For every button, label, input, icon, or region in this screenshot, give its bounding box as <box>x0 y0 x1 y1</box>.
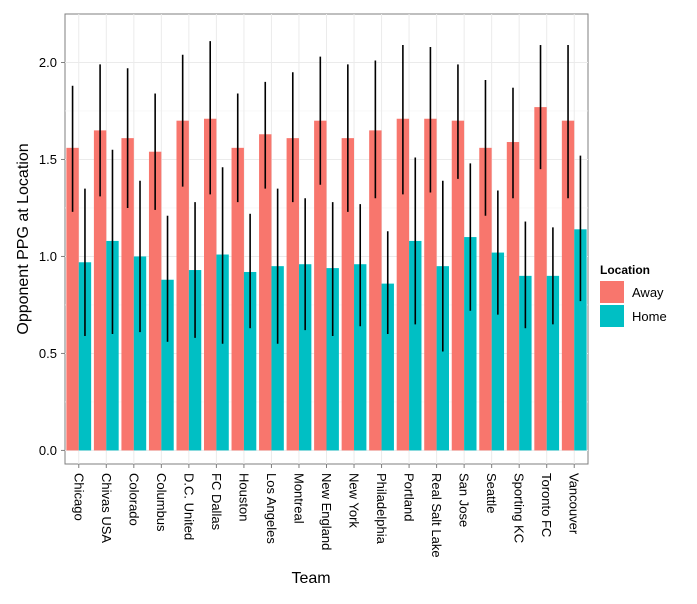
bar-away <box>369 130 382 451</box>
x-tick-label: Montreal <box>291 473 306 524</box>
bar-away <box>176 120 189 451</box>
x-tick-label: FC Dallas <box>209 473 224 531</box>
bar-away <box>204 118 217 451</box>
legend-label-home: Home <box>632 309 667 324</box>
error-bars <box>71 41 582 352</box>
bar-away <box>286 138 299 451</box>
y-tick-label: 1.5 <box>39 152 57 167</box>
legend-label-away: Away <box>632 285 664 300</box>
bar-home <box>216 254 229 451</box>
bar-home <box>161 279 174 451</box>
x-tick-label: Chivas USA <box>99 473 114 543</box>
bar-home <box>271 266 284 451</box>
bar-away <box>66 147 79 451</box>
bar-away <box>231 147 244 451</box>
bar-away <box>479 147 492 451</box>
bar-away <box>451 120 465 451</box>
bar-home <box>188 270 202 451</box>
bar-home <box>326 268 339 451</box>
legend-key-home <box>600 305 624 327</box>
bar-home <box>354 264 367 451</box>
bar-home <box>381 283 394 451</box>
y-tick-label: 2.0 <box>39 55 57 70</box>
bar-away <box>259 134 272 451</box>
bar-home <box>298 264 312 451</box>
x-tick-label: San Jose <box>457 473 472 527</box>
x-tick-label: Portland <box>402 473 417 521</box>
x-tick-label: Toronto FC <box>539 473 554 537</box>
bar-home <box>133 256 147 451</box>
x-tick-label: New England <box>319 473 334 550</box>
bar-home <box>546 275 560 451</box>
bar-home <box>78 262 92 451</box>
axes: 0.0 0.5 1.0 1.5 2.0 Chicago Chivas USA Colorado… <box>39 55 582 558</box>
bar-home <box>106 240 119 451</box>
x-tick-label: D.C. United <box>181 473 196 540</box>
x-tick-label: Sporting KC <box>512 473 527 543</box>
legend-title: Location <box>600 263 650 277</box>
bar-away <box>396 118 410 451</box>
bar-home <box>491 252 505 451</box>
bar-away <box>424 118 437 451</box>
x-tick-label: Columbus <box>154 473 169 532</box>
x-tick-label: Seattle <box>484 473 499 513</box>
bar-away <box>93 130 107 451</box>
legend-key-away <box>600 281 624 303</box>
x-tick-label: Chicago <box>71 473 86 521</box>
x-tick-label: New York <box>347 473 362 528</box>
y-tick-label: 1.0 <box>39 249 57 264</box>
bar-home <box>574 229 587 451</box>
bar-home <box>243 271 257 451</box>
x-axis-title: Team <box>291 570 330 587</box>
bar-away <box>534 107 547 451</box>
bar-away <box>561 120 575 451</box>
y-axis-title: Opponent PPG at Location <box>15 143 32 334</box>
y-tick-label: 0.5 <box>39 346 57 361</box>
x-tick-label: Real Salt Lake <box>429 473 444 558</box>
legend: Location Away Home <box>600 263 667 327</box>
bars <box>66 107 587 451</box>
bar-home <box>409 240 422 451</box>
bar-away <box>341 138 355 451</box>
x-tick-label: Los Angeles <box>264 473 279 544</box>
bar-home <box>519 275 532 451</box>
x-tick-label: Houston <box>236 473 251 521</box>
y-tick-label: 0.0 <box>39 443 57 458</box>
bar-away <box>121 138 134 451</box>
bar-home <box>436 266 449 451</box>
x-tick-label: Colorado <box>126 473 141 526</box>
bar-away <box>314 120 327 451</box>
bar-away <box>506 142 520 451</box>
x-tick-label: Philadelphia <box>374 473 389 545</box>
x-tick-label: Vancouver <box>567 473 582 535</box>
bar-away <box>148 151 162 451</box>
bar-home <box>464 237 477 451</box>
